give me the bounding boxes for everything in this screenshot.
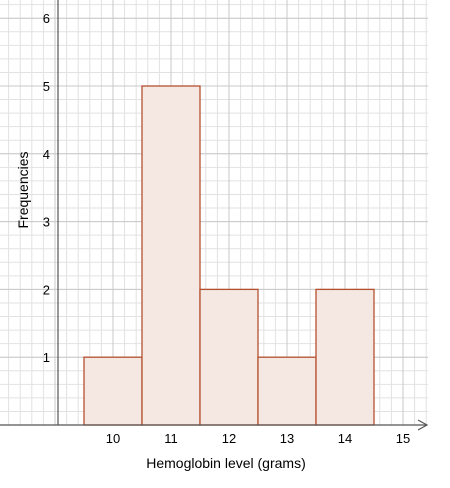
x-tick-labels: 10 11 12 13 14 15 — [106, 431, 410, 446]
bar-12 — [199, 288, 259, 426]
y-tick-label: 1 — [43, 350, 50, 365]
bar-10 — [83, 356, 143, 426]
x-tick-label: 13 — [280, 431, 294, 446]
y-tick-labels: 1 2 3 4 5 6 — [43, 11, 50, 365]
y-tick-label: 4 — [43, 147, 50, 162]
x-tick-label: 14 — [338, 431, 352, 446]
x-tick-label: 12 — [222, 431, 236, 446]
y-tick-label: 3 — [43, 215, 50, 230]
bar-13 — [257, 356, 317, 426]
y-tick-label: 6 — [43, 11, 50, 26]
x-axis-label: Hemoglobin level (grams) — [146, 455, 306, 471]
bars — [83, 85, 375, 426]
y-axis-label: Frequencies — [15, 151, 31, 228]
bar-14 — [315, 288, 375, 426]
y-tick-label: 2 — [43, 282, 50, 297]
x-tick-label: 15 — [396, 431, 410, 446]
axes — [0, 0, 429, 431]
x-axis-arrow-icon — [417, 419, 429, 431]
x-tick-label: 11 — [164, 431, 178, 446]
y-tick-label: 5 — [43, 79, 50, 94]
bar-11 — [141, 85, 201, 426]
x-tick-label: 10 — [106, 431, 120, 446]
